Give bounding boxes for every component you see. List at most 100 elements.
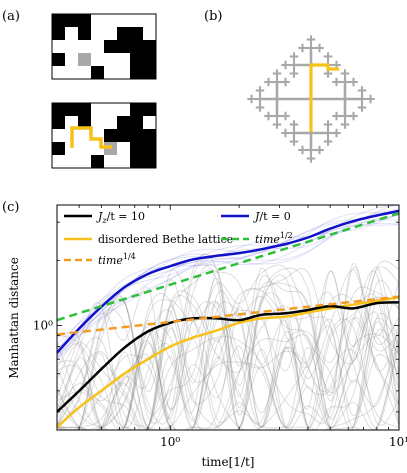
lattice-top (51, 13, 157, 80)
lattice-cell (143, 116, 156, 129)
lattice-cell (65, 155, 78, 168)
lattice-cell (130, 27, 143, 40)
lattice-cell (104, 40, 117, 53)
lattice-cell (143, 53, 156, 66)
lattice-cell (91, 40, 104, 53)
lattice-cell (52, 129, 65, 142)
legend-label-yellow: disordered Bethe lattice (98, 233, 233, 246)
background-trajectory-blue (57, 219, 399, 359)
lattice-cell (52, 116, 65, 129)
lattice-cell (65, 66, 78, 79)
background-trajectory-gray (57, 270, 399, 428)
lattice-cell (130, 155, 143, 168)
background-trajectory-gray (57, 293, 399, 430)
background-trajectory-blue (57, 205, 395, 356)
lattice-cell (104, 66, 117, 79)
lattice-cell (65, 27, 78, 40)
lattice-cell (143, 155, 156, 168)
lattice-cell (52, 142, 65, 155)
lattice-cell (117, 27, 130, 40)
lattice-cell (130, 66, 143, 79)
x-tick-label: 10¹ (389, 435, 407, 449)
lattice-cell (143, 40, 156, 53)
lattice-cell (52, 40, 65, 53)
background-trajectory-gray (57, 305, 399, 430)
background-trajectory-blue (57, 212, 399, 361)
lattice-cell (78, 103, 91, 116)
lattice-cell (91, 155, 104, 168)
lattice-cell (143, 103, 156, 116)
series-blue-j0 (57, 209, 399, 354)
background-trajectory-gray (57, 263, 399, 429)
lattice-cell (91, 66, 104, 79)
panel-label-b: (b) (204, 9, 222, 24)
lattice-cell (65, 40, 78, 53)
x-axis-label: time[1/t] (201, 455, 254, 469)
background-trajectory-gray (57, 290, 399, 430)
lattice-cell (78, 27, 91, 40)
lattice-cell (130, 129, 143, 142)
lattice-cell (117, 53, 130, 66)
lattice-cell (91, 53, 104, 66)
lattice-cell (52, 103, 65, 116)
lattice-cell (117, 142, 130, 155)
background-trajectory-blue (57, 224, 399, 356)
background-trajectory-gray (57, 263, 399, 425)
background-trajectory-blue (57, 214, 399, 350)
lattice-cell (65, 14, 78, 27)
background-trajectory-gray (57, 269, 399, 428)
lattice-cell (143, 66, 156, 79)
lattice-cell (52, 53, 65, 66)
series-green-time12 (57, 211, 399, 322)
series-orange-time14 (57, 295, 399, 336)
lattice-cell (130, 40, 143, 53)
lattice-cell (91, 116, 104, 129)
lattice-cell (65, 103, 78, 116)
panel-label-a: (a) (2, 9, 20, 24)
lattice-cell (130, 142, 143, 155)
lattice-cell (52, 66, 65, 79)
background-trajectory-gray (57, 267, 399, 428)
lattice-cell (104, 155, 117, 168)
series-group (57, 209, 399, 429)
background-trajectory-gray (57, 311, 399, 430)
lattice-cell (52, 155, 65, 168)
lattice-cell (78, 53, 91, 66)
lattice-cell (78, 66, 91, 79)
lattice-cell (104, 116, 117, 129)
background-trajectory-blue (57, 212, 399, 345)
lattice-cell (104, 129, 117, 142)
background-trajectory-gray (57, 268, 399, 430)
background-trajectory-gray (57, 301, 399, 430)
series-black-jz10 (57, 301, 399, 413)
lattice-cell (104, 53, 117, 66)
lattice-cell (104, 27, 117, 40)
lattice-cell (104, 103, 117, 116)
background-trajectory-gray (57, 287, 399, 430)
lattice-bottom (51, 102, 157, 169)
lattice-cell (104, 14, 117, 27)
lattice-cell (78, 129, 91, 142)
background-trajectory-gray (57, 332, 399, 430)
background-trajectory-gray (57, 279, 399, 430)
bethe-tree (247, 35, 375, 163)
lattice-cell (143, 129, 156, 142)
background-trajectory-gray (57, 294, 399, 429)
lattice-cell (52, 27, 65, 40)
background-trajectory-gray (57, 253, 399, 430)
background-trajectory-gray (57, 301, 399, 430)
background-trajectory-gray (57, 266, 399, 430)
lattice-border (51, 102, 157, 169)
lattice-cell (117, 116, 130, 129)
lattice-cell (117, 40, 130, 53)
lattice-cell (65, 142, 78, 155)
background-trajectory-blue (57, 205, 399, 352)
panel-label-c: (c) (2, 200, 19, 215)
background-trajectory-gray (57, 318, 399, 430)
lattice-cell (78, 142, 91, 155)
lattice-cell (91, 14, 104, 27)
lattice-cell (143, 14, 156, 27)
legend: Jz/t = 10 J/t = 0 disordered Bethe latti… (64, 210, 293, 267)
background-trajectory-blue (57, 208, 399, 358)
